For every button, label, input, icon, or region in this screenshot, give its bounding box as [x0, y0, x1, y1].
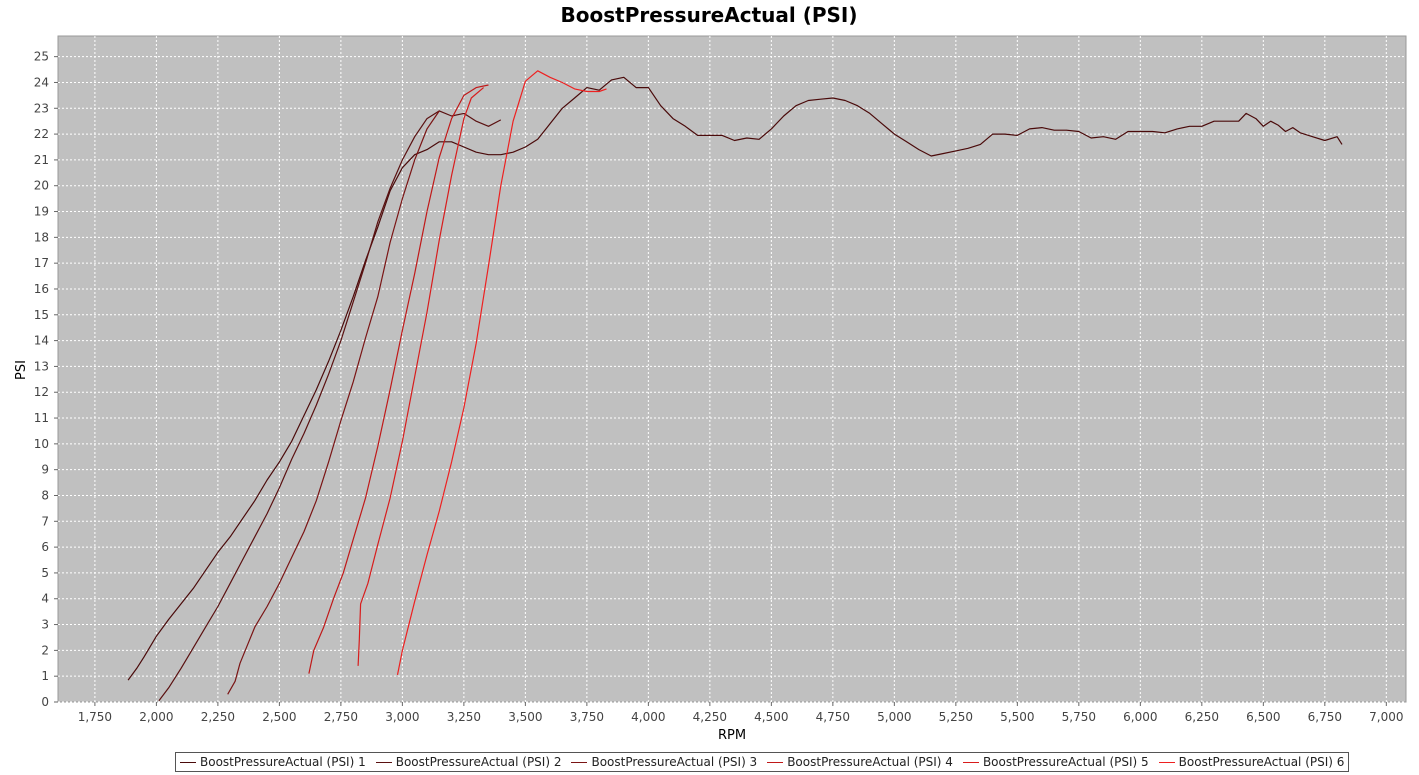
legend-label: BoostPressureActual (PSI) 4	[787, 755, 953, 769]
legend-label: BoostPressureActual (PSI) 5	[982, 755, 1149, 769]
legend-swatch	[767, 761, 784, 763]
y-axis-label: PSI	[14, 360, 29, 380]
x-tick-label: 2,250	[201, 710, 235, 724]
legend-item-4: BoostPressureActual (PSI) 4	[767, 755, 953, 769]
x-tick-label: 4,750	[816, 710, 850, 724]
legend-item-2: BoostPressureActual (PSI) 2	[375, 755, 562, 769]
y-tick-label: 24	[34, 75, 49, 89]
y-tick-label: 14	[34, 334, 49, 348]
y-tick-label: 19	[34, 205, 49, 219]
chart-legend: BoostPressureActual (PSI) 1 BoostPressure…	[175, 752, 1350, 772]
y-tick-label: 15	[34, 308, 49, 322]
y-tick-label: 7	[41, 514, 49, 528]
x-tick-label: 6,000	[1123, 710, 1157, 724]
y-tick-label: 21	[34, 153, 49, 167]
x-tick-label: 7,000	[1369, 710, 1403, 724]
y-tick-label: 5	[41, 566, 49, 580]
y-tick-label: 1	[41, 669, 49, 683]
x-tick-label: 4,250	[693, 710, 727, 724]
series-line-3	[227, 110, 440, 695]
legend-label: BoostPressureActual (PSI) 6	[1178, 755, 1345, 769]
legend-swatch	[1158, 761, 1175, 763]
legend-swatch	[375, 761, 392, 763]
y-tick-label: 22	[34, 127, 49, 141]
y-tick-label: 11	[34, 411, 49, 425]
x-tick-label: 3,000	[385, 710, 419, 724]
x-tick-label: 2,500	[262, 710, 296, 724]
x-tick-label: 6,500	[1246, 710, 1280, 724]
series-line-5	[357, 87, 484, 666]
series-line-6	[396, 70, 607, 676]
series-line-1	[127, 76, 1343, 681]
x-tick-label: 6,250	[1185, 710, 1219, 724]
x-axis-label: RPM	[718, 728, 746, 743]
y-tick-label: 17	[34, 256, 49, 270]
plot-area	[57, 35, 1407, 703]
legend-item-5: BoostPressureActual (PSI) 5	[962, 755, 1149, 769]
y-tick-label: 4	[41, 592, 49, 606]
y-tick-label: 6	[41, 540, 49, 554]
y-tick-label: 25	[34, 50, 49, 64]
legend-label: BoostPressureActual (PSI) 2	[395, 755, 562, 769]
x-tick-label: 3,500	[508, 710, 542, 724]
x-tick-label: 6,750	[1308, 710, 1342, 724]
legend-item-1: BoostPressureActual (PSI) 1	[180, 755, 366, 769]
series-line-4	[308, 84, 489, 674]
y-tick-label: 12	[34, 385, 49, 399]
x-tick-label: 4,000	[631, 710, 665, 724]
y-tick-label: 8	[41, 488, 49, 502]
x-tick-label: 5,500	[1000, 710, 1034, 724]
axes: 1,750 2,000 2,250 2,500 2,750 3,000 3,250 3,500…	[34, 50, 1404, 724]
y-tick-label: 23	[34, 101, 49, 115]
x-tick-label: 3,250	[447, 710, 481, 724]
legend-label: BoostPressureActual (PSI) 3	[591, 755, 758, 769]
x-tick-label: 1,750	[78, 710, 112, 724]
x-tick-label: 4,500	[754, 710, 788, 724]
x-tick-label: 2,750	[324, 710, 358, 724]
legend-label: BoostPressureActual (PSI) 1	[200, 755, 366, 769]
y-tick-label: 16	[34, 282, 49, 296]
legend-item-3: BoostPressureActual (PSI) 3	[571, 755, 757, 769]
x-tick-label: 2,000	[139, 710, 173, 724]
legend-swatch	[962, 761, 979, 763]
legend-item-6: BoostPressureActual (PSI) 6	[1158, 755, 1345, 769]
legend-swatch	[180, 761, 196, 763]
x-tick-label: 5,250	[939, 710, 973, 724]
y-tick-label: 0	[41, 695, 49, 709]
legend-swatch	[571, 761, 588, 763]
x-tick-label: 5,000	[877, 710, 911, 724]
series-line-2	[158, 110, 502, 702]
y-tick-label: 13	[34, 359, 49, 373]
series-lines	[127, 70, 1343, 702]
y-tick-label: 20	[34, 179, 49, 193]
grid-lines	[58, 36, 1406, 703]
chart-title: BoostPressureActual (PSI)	[561, 3, 858, 27]
y-tick-label: 9	[41, 463, 49, 477]
x-tick-label: 3,750	[570, 710, 604, 724]
y-tick-label: 10	[34, 437, 49, 451]
y-tick-label: 3	[41, 618, 49, 632]
x-tick-label: 5,750	[1062, 710, 1096, 724]
y-tick-label: 2	[41, 643, 49, 657]
y-tick-label: 18	[34, 230, 49, 244]
